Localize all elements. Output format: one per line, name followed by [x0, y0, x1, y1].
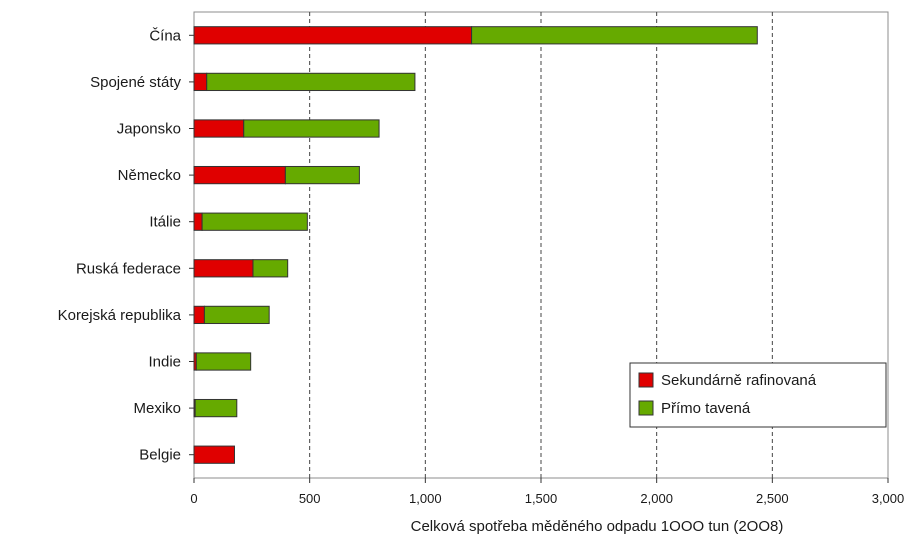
bar-cina-primo [471, 26, 758, 45]
category-label-korejska-republika: Korejská republika [58, 307, 182, 324]
category-label-spojene-staty: Spojené státy [90, 74, 181, 91]
category-label-ruska-federace: Ruská federace [76, 260, 181, 277]
category-labels: Čína Spojené státy Japonsko Německo Itálie Ru… [58, 27, 194, 464]
category-label-mexiko: Mexiko [133, 400, 181, 417]
bar-ruska-federace-sekundarne [193, 259, 254, 278]
category-label-belgie: Belgie [139, 447, 181, 464]
bar-nemecko-primo [284, 165, 360, 185]
bar-italie-sekundarne [193, 212, 203, 231]
category-label-italie: Itálie [149, 214, 181, 231]
bar-japonsko-sekundarne [193, 119, 245, 138]
legend-swatch-primo [638, 400, 654, 416]
bar-spojene-staty-primo [206, 72, 416, 92]
x-tick-label: 3,000 [872, 491, 905, 506]
x-axis-label: Celková spotřeba měděného odpadu 1OOO tu… [411, 518, 784, 535]
x-tick-label: 500 [299, 491, 321, 506]
bar-nemecko-sekundarne [193, 165, 286, 185]
category-label-japonsko: Japonsko [117, 121, 181, 138]
bar-japonsko-primo [243, 119, 380, 138]
bar-korejska-republika-sekundarne [193, 305, 205, 325]
x-tick-label: 1,500 [525, 491, 558, 506]
x-tick-label: 1,000 [409, 491, 442, 506]
bar-mexiko-primo [194, 398, 238, 418]
category-label-indie: Indie [148, 354, 181, 371]
legend: Sekundárně rafinovaná Přímo tavená [629, 362, 887, 428]
category-label-cina: Čína [149, 27, 181, 44]
category-label-nemecko: Německo [118, 167, 181, 184]
bar-indie-primo [195, 352, 252, 371]
bar-cina-sekundarne [193, 26, 473, 45]
legend-label-primo: Přímo tavená [661, 400, 751, 417]
bar-ruska-federace-primo [252, 259, 289, 278]
bar-italie-primo [201, 212, 308, 231]
legend-box [629, 362, 887, 428]
x-tick-label: 2,500 [756, 491, 789, 506]
x-axis-ticks: 0 500 1,000 1,500 2,000 2,500 3,000 [190, 478, 904, 506]
bar-spojene-staty-sekundarne [193, 72, 208, 92]
bars [193, 26, 758, 464]
bar-korejska-republika-primo [203, 305, 270, 325]
bar-belgie-sekundarne [193, 445, 235, 464]
x-tick-label: 0 [190, 491, 197, 506]
x-tick-label: 2,000 [640, 491, 673, 506]
legend-label-sekundarne: Sekundárně rafinovaná [661, 372, 817, 389]
legend-swatch-sekundarne [638, 372, 654, 388]
